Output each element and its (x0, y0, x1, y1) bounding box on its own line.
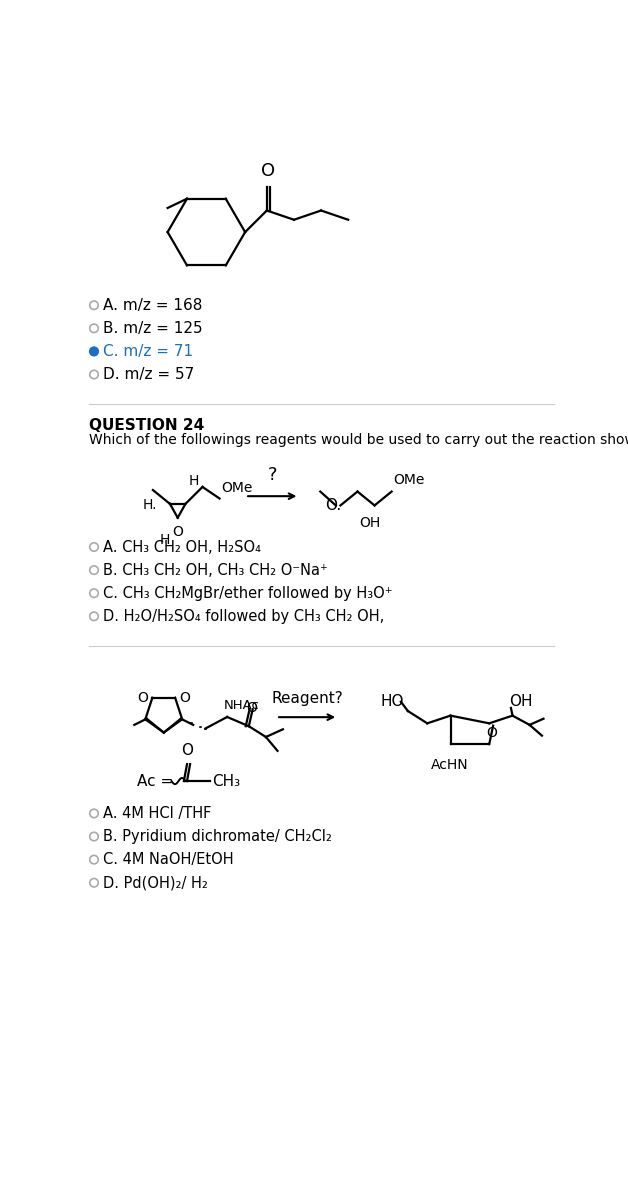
Text: D. Pd(OH)₂/ H₂: D. Pd(OH)₂/ H₂ (103, 875, 208, 890)
Text: OMe: OMe (393, 472, 425, 487)
Text: ?: ? (268, 466, 277, 484)
Text: A. CH₃ CH₂ OH, H₂SO₄: A. CH₃ CH₂ OH, H₂SO₄ (103, 539, 261, 555)
Text: CH₃: CH₃ (212, 774, 240, 788)
Text: B. Pyridium dichromate/ CH₂Cl₂: B. Pyridium dichromate/ CH₂Cl₂ (103, 829, 332, 844)
Text: H: H (160, 533, 170, 547)
Text: D. m/z = 57: D. m/z = 57 (103, 367, 195, 382)
Text: Reagent?: Reagent? (271, 691, 343, 707)
Text: Which of the followings reagents would be used to carry out the reaction shown b: Which of the followings reagents would b… (89, 433, 628, 447)
Text: HO: HO (381, 694, 404, 709)
Text: OH: OH (359, 517, 381, 530)
Text: B. CH₃ CH₂ OH, CH₃ CH₂ O⁻Na⁺: B. CH₃ CH₂ OH, CH₃ CH₂ O⁻Na⁺ (103, 562, 328, 578)
Text: O: O (138, 691, 148, 704)
Text: C. 4M NaOH/EtOH: C. 4M NaOH/EtOH (103, 852, 234, 867)
Text: H: H (188, 475, 199, 488)
Text: C. CH₃ CH₂MgBr/ether followed by H₃O⁺: C. CH₃ CH₂MgBr/ether followed by H₃O⁺ (103, 586, 392, 600)
Text: A. m/z = 168: A. m/z = 168 (103, 298, 203, 312)
Text: H.: H. (143, 499, 158, 512)
Text: NHAc: NHAc (224, 700, 260, 713)
Text: Ac =: Ac = (137, 774, 173, 788)
Text: D. H₂O/H₂SO₄ followed by CH₃ CH₂ OH,: D. H₂O/H₂SO₄ followed by CH₃ CH₂ OH, (103, 609, 384, 624)
Text: C. m/z = 71: C. m/z = 71 (103, 344, 193, 359)
Text: A. 4M HCl /THF: A. 4M HCl /THF (103, 806, 212, 820)
Text: O: O (246, 701, 257, 715)
Text: O: O (181, 743, 193, 758)
Text: QUESTION 24: QUESTION 24 (89, 417, 205, 433)
Text: B. m/z = 125: B. m/z = 125 (103, 321, 203, 336)
Circle shape (90, 347, 98, 355)
Text: OH: OH (509, 694, 532, 709)
Text: O: O (261, 161, 276, 179)
Text: O: O (172, 525, 183, 539)
Text: O: O (486, 726, 497, 740)
Text: AcHN: AcHN (431, 758, 468, 771)
Text: OMe: OMe (221, 482, 252, 495)
Text: O.: O. (325, 498, 341, 513)
Text: O: O (179, 691, 190, 704)
